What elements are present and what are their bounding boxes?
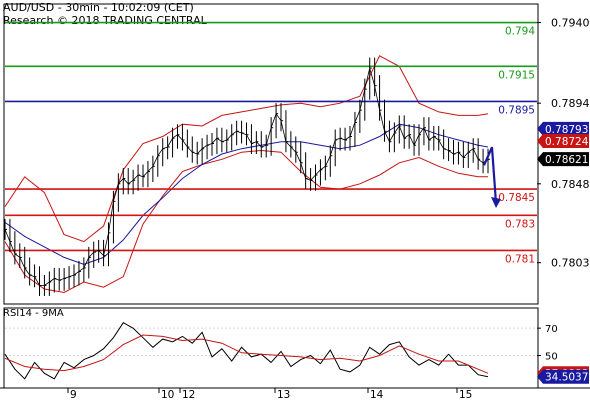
rsi-axis-label: 50 [545, 352, 558, 363]
rsi-title: RSI14 - 9MA [3, 308, 64, 319]
series-bollinger_lower [4, 149, 488, 294]
price-axis-label: 0.7894 [551, 97, 590, 110]
price-tag-box [537, 152, 589, 167]
series-rsi_ma [4, 334, 489, 374]
level-label-0.7895: 0.7895 [498, 104, 535, 116]
price-axis-label: 0.7940 [551, 17, 590, 30]
time-axis-label: 13 [277, 389, 290, 400]
rsi-tag-label: 34.5037 [545, 372, 588, 384]
chart-copyright: Research © 2018 TRADING CENTRAL [3, 14, 207, 27]
level-label-0.783: 0.783 [505, 218, 535, 230]
series-bollinger_upper [4, 55, 489, 243]
time-axis-label: 9 [70, 389, 77, 400]
price-tag-label: 0.78621 [545, 154, 588, 166]
level-label-0.7845: 0.7845 [498, 192, 535, 204]
price-tag-box [537, 121, 589, 136]
time-axis-label: 15 [459, 389, 472, 400]
series-rsi [4, 322, 489, 380]
price-axis-label: 0.7848 [551, 178, 590, 191]
time-axis-label: 10 [161, 389, 174, 400]
level-label-0.794: 0.794 [505, 26, 535, 38]
time-axis-label: 14 [370, 389, 384, 400]
price-tag-label: 0.78793 [545, 124, 588, 136]
forecast-arrow-head [491, 197, 501, 209]
rsi-axis-label: 70 [545, 324, 558, 335]
level-label-0.781: 0.781 [505, 253, 535, 265]
price-line [4, 67, 489, 286]
rsi-panel-frame [3, 307, 539, 389]
forecast-arrow-line [482, 146, 498, 204]
price-axis-label: 0.7803 [551, 257, 590, 270]
main-panel-frame [3, 3, 539, 305]
level-label-0.7915: 0.7915 [498, 69, 535, 81]
price-tag-box [537, 134, 589, 149]
price-tag-label: 0.78724 [545, 136, 589, 148]
rsi-tag-box [537, 369, 589, 384]
time-axis-label: 12 [182, 389, 195, 400]
